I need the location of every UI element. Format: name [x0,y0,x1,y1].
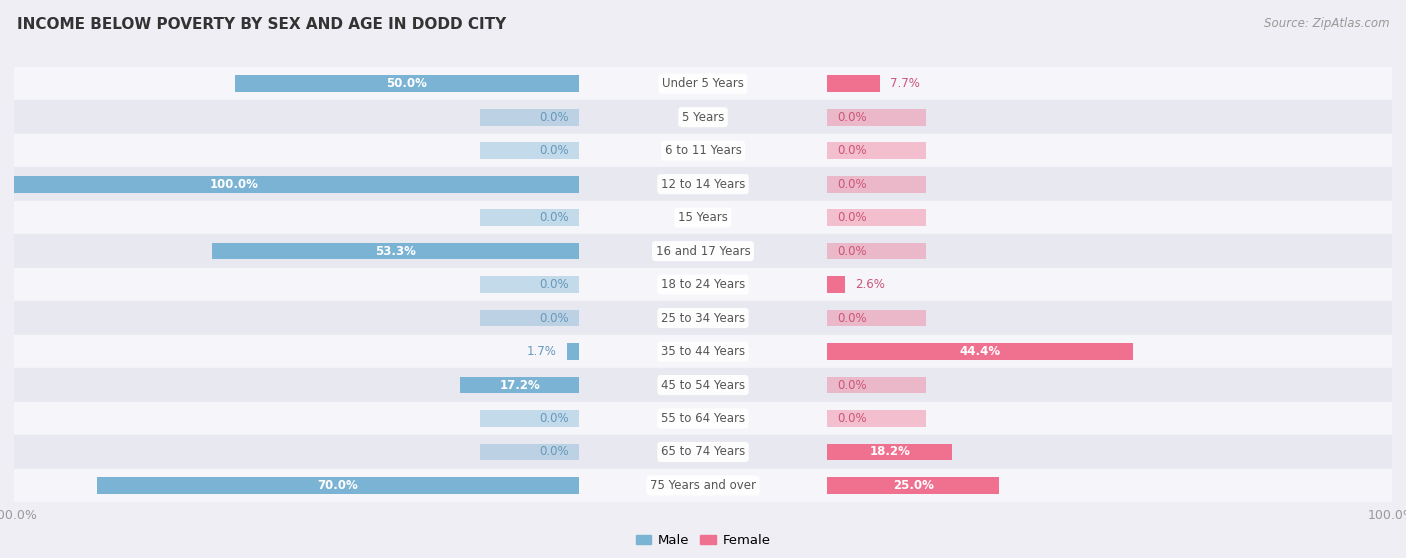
Text: 0.0%: 0.0% [538,211,568,224]
Bar [235,75,579,92]
Bar [14,134,1392,167]
Text: 7.7%: 7.7% [890,77,921,90]
Text: 0.0%: 0.0% [838,144,868,157]
Bar [14,201,1392,234]
Bar [827,142,927,159]
Text: Source: ZipAtlas.com: Source: ZipAtlas.com [1264,17,1389,30]
Bar [827,343,1133,360]
Text: 15 Years: 15 Years [678,211,728,224]
Text: 0.0%: 0.0% [538,445,568,459]
Text: 0.0%: 0.0% [838,211,868,224]
Bar [827,377,927,393]
Text: 44.4%: 44.4% [959,345,1001,358]
Text: 17.2%: 17.2% [499,378,540,392]
Bar [479,276,579,293]
Text: 0.0%: 0.0% [538,412,568,425]
Bar [461,377,579,393]
Bar [14,100,1392,134]
Text: 0.0%: 0.0% [538,311,568,325]
Bar [827,209,927,226]
Bar [14,335,1392,368]
Bar [0,176,579,193]
Bar [479,209,579,226]
Text: 0.0%: 0.0% [838,244,868,258]
Text: 0.0%: 0.0% [838,378,868,392]
Text: 18.2%: 18.2% [869,445,910,459]
Bar [479,310,579,326]
Bar [827,75,880,92]
Bar [827,109,927,126]
Text: 5 Years: 5 Years [682,110,724,124]
Bar [827,243,927,259]
Bar [97,477,579,494]
Bar [479,444,579,460]
Text: 1.7%: 1.7% [527,345,557,358]
Text: 16 and 17 Years: 16 and 17 Years [655,244,751,258]
Bar [14,469,1392,502]
Bar [14,67,1392,100]
Text: 53.3%: 53.3% [375,244,416,258]
Text: 25.0%: 25.0% [893,479,934,492]
Text: 0.0%: 0.0% [538,278,568,291]
Bar [14,167,1392,201]
Bar [14,435,1392,469]
Text: 0.0%: 0.0% [838,412,868,425]
Text: 100.0%: 100.0% [209,177,259,191]
Text: 65 to 74 Years: 65 to 74 Years [661,445,745,459]
Text: 50.0%: 50.0% [387,77,427,90]
Bar [827,444,952,460]
Text: 6 to 11 Years: 6 to 11 Years [665,144,741,157]
Text: 70.0%: 70.0% [318,479,359,492]
Bar [827,276,845,293]
Text: 0.0%: 0.0% [838,311,868,325]
Bar [567,343,579,360]
Text: 55 to 64 Years: 55 to 64 Years [661,412,745,425]
Bar [14,234,1392,268]
Bar [14,402,1392,435]
Legend: Male, Female: Male, Female [630,528,776,552]
Bar [14,301,1392,335]
Bar [827,477,1000,494]
Text: INCOME BELOW POVERTY BY SEX AND AGE IN DODD CITY: INCOME BELOW POVERTY BY SEX AND AGE IN D… [17,17,506,32]
Bar [827,410,927,427]
Bar [14,368,1392,402]
Bar [479,142,579,159]
Bar [827,176,927,193]
Text: 0.0%: 0.0% [538,144,568,157]
Bar [212,243,579,259]
Text: 0.0%: 0.0% [838,177,868,191]
Text: 12 to 14 Years: 12 to 14 Years [661,177,745,191]
Text: 25 to 34 Years: 25 to 34 Years [661,311,745,325]
Bar [479,410,579,427]
Text: 35 to 44 Years: 35 to 44 Years [661,345,745,358]
Text: 2.6%: 2.6% [855,278,886,291]
Bar [827,310,927,326]
Bar [479,109,579,126]
Text: 18 to 24 Years: 18 to 24 Years [661,278,745,291]
Text: 0.0%: 0.0% [538,110,568,124]
Bar [14,268,1392,301]
Text: 45 to 54 Years: 45 to 54 Years [661,378,745,392]
Text: 75 Years and over: 75 Years and over [650,479,756,492]
Text: 0.0%: 0.0% [838,110,868,124]
Text: Under 5 Years: Under 5 Years [662,77,744,90]
